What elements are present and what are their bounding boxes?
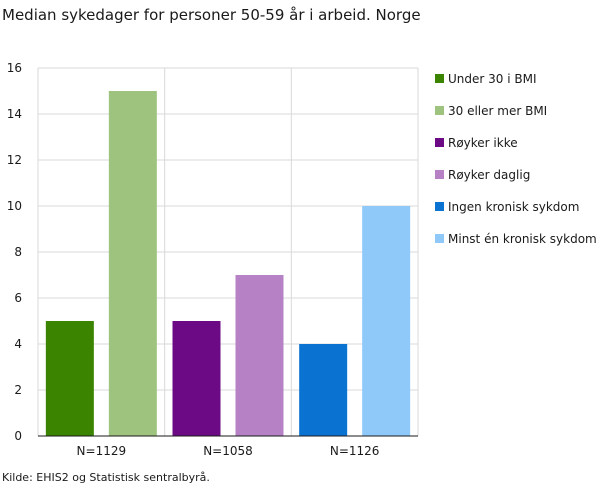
chart-title: Median sykedager for personer 50-59 år i…	[2, 6, 421, 24]
y-tick-label: 8	[14, 245, 22, 259]
y-tick-label: 4	[14, 337, 22, 351]
bar	[235, 275, 284, 436]
legend-swatch	[435, 74, 444, 83]
x-axis: N=1129 N=1058 N=1126	[38, 435, 418, 458]
source-note: Kilde: EHIS2 og Statistisk sentralbyrå.	[2, 471, 210, 484]
y-tick-label: 6	[14, 291, 22, 305]
legend-label: Røyker ikke	[448, 136, 518, 150]
y-tick-label: 0	[14, 429, 22, 443]
y-tick-label: 10	[7, 199, 22, 213]
bars	[45, 91, 411, 436]
bar	[172, 321, 221, 436]
bar	[45, 321, 94, 436]
grid-lines	[37, 67, 419, 436]
legend-swatch	[435, 170, 444, 179]
legend-label: Røyker daglig	[448, 168, 530, 182]
legend-swatch	[435, 234, 444, 243]
legend-swatch	[435, 138, 444, 147]
legend: Under 30 i BMI 30 eller mer BMI Røyker ikk…	[435, 72, 597, 246]
legend-label: Under 30 i BMI	[448, 72, 537, 86]
bar	[108, 91, 157, 436]
legend-label: Ingen kronisk sykdom	[448, 200, 579, 214]
y-tick-label: 12	[7, 153, 22, 167]
bar	[362, 206, 411, 436]
bar	[299, 344, 348, 436]
legend-label: Minst én kronisk sykdom	[448, 232, 597, 246]
y-tick-label: 2	[14, 383, 22, 397]
y-tick-label: 16	[7, 61, 22, 75]
x-tick-label: N=1126	[330, 444, 380, 458]
y-tick-label: 14	[7, 107, 22, 121]
x-tick-label: N=1058	[203, 444, 253, 458]
legend-label: 30 eller mer BMI	[448, 104, 547, 118]
x-tick-label: N=1129	[77, 444, 127, 458]
y-axis: 0 2 4 6 8 10 12 14 16	[7, 61, 22, 443]
legend-swatch	[435, 202, 444, 211]
legend-swatch	[435, 106, 444, 115]
